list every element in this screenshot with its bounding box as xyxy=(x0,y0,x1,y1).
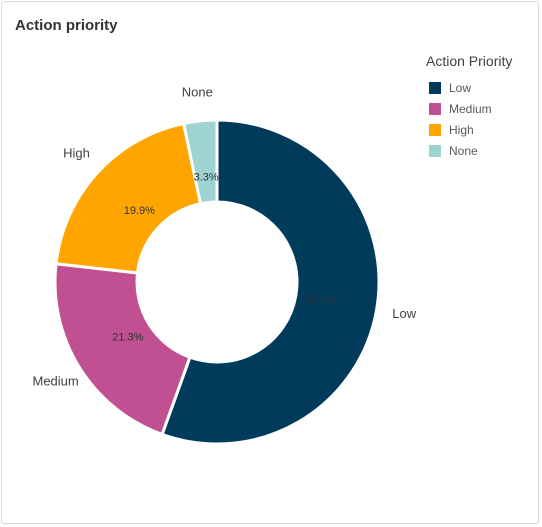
slice-low[interactable] xyxy=(160,118,381,446)
legend-swatch-high xyxy=(429,123,441,136)
category-label-medium: Medium xyxy=(33,374,79,389)
legend-label-medium: Medium xyxy=(449,101,492,116)
value-label-low: 55.5% xyxy=(305,294,336,306)
value-label-none: 3.3% xyxy=(194,171,219,183)
category-label-low: Low xyxy=(392,306,416,321)
chart-legend: Action Priority Low Medium High None xyxy=(426,52,538,161)
legend-item-none[interactable]: None xyxy=(426,140,538,161)
legend-label-none: None xyxy=(449,143,478,158)
slice-high[interactable] xyxy=(54,121,203,275)
chart-title: Action priority xyxy=(15,17,118,34)
legend-item-high[interactable]: High xyxy=(426,119,538,140)
category-label-high: High xyxy=(63,146,90,161)
slice-none[interactable] xyxy=(182,118,219,206)
legend-swatch-low xyxy=(429,81,441,94)
slice-medium[interactable] xyxy=(53,262,192,436)
value-label-high: 19.9% xyxy=(124,205,155,217)
legend-item-medium[interactable]: Medium xyxy=(426,98,538,119)
legend-label-low: Low xyxy=(449,80,472,95)
legend-item-low[interactable]: Low xyxy=(426,77,538,98)
value-label-medium: 21.3% xyxy=(112,331,143,343)
legend-title: Action Priority xyxy=(426,53,513,69)
legend-label-high: High xyxy=(449,122,474,137)
legend-swatch-medium xyxy=(429,102,441,115)
legend-swatch-none xyxy=(429,144,441,157)
category-label-none: None xyxy=(182,84,213,99)
